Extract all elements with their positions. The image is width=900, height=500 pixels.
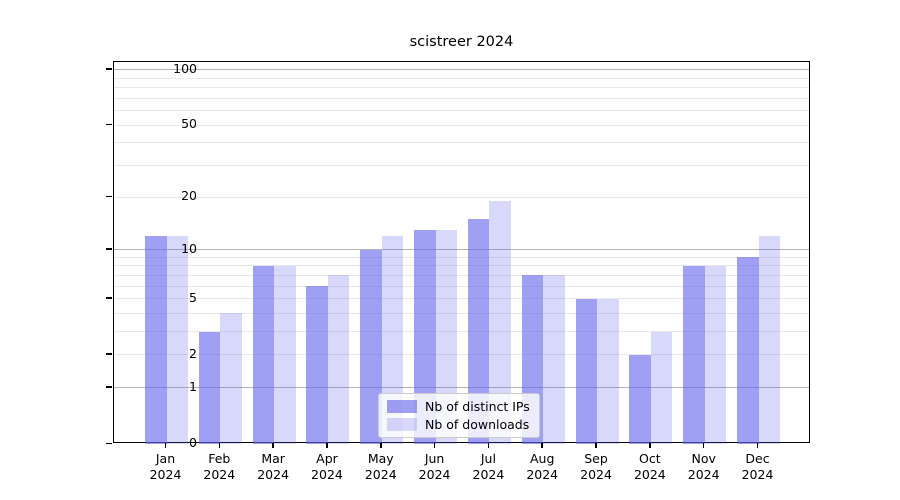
major-gridline-100 [114,69,809,71]
x-tick-label-feb: Feb 2024 [203,451,236,482]
y-tick-mark-0 [106,442,112,444]
minor-gridline-20 [114,196,809,198]
bar-apr-distinct-ips [306,286,328,444]
x-tick-mark-sep [595,443,597,448]
x-tick-label-may: May 2024 [364,451,397,482]
minor-gridline-30 [114,164,809,166]
x-tick-mark-dec [756,443,759,448]
x-tick-label-sep: Sep 2024 [580,451,612,482]
bar-mar-distinct-ips [252,265,275,444]
x-tick-label-apr: Apr 2024 [311,451,343,482]
y-tick-mark-1 [106,386,112,388]
minor-gridline-2 [114,354,809,356]
y-tick-label-10: 10 [181,240,197,256]
chart-title: scistreer 2024 [409,34,514,50]
x-tick-mark-jan [164,443,167,448]
minor-gridline-50 [114,124,809,126]
bar-feb-distinct-ips [198,331,221,444]
minor-gridline-5 [114,298,809,300]
minor-gridline-6 [114,285,809,287]
x-tick-label-jan: Jan 2024 [149,451,182,482]
x-tick-label-oct: Oct 2024 [633,451,666,482]
bar-sep-distinct-ips [575,298,598,444]
x-tick-mark-nov [702,443,705,448]
minor-gridline-60 [114,110,809,112]
y-tick-label-0: 0 [189,435,197,450]
bar-nov-distinct-ips [683,265,705,444]
x-tick-label-nov: Nov 2024 [687,451,720,482]
bar-may-downloads [381,235,404,444]
x-tick-mark-may [380,443,382,448]
major-gridline-10 [114,249,809,250]
x-tick-mark-oct [649,443,651,448]
y-tick-mark-2 [106,353,112,355]
legend-label-downloads: Nb of downloads [425,417,530,432]
y-tick-mark-10 [106,248,112,250]
bar-jan-downloads [166,235,188,444]
major-gridline-1 [114,387,809,389]
minor-gridline-9 [114,256,809,258]
bar-may-distinct-ips [360,249,382,444]
x-tick-mark-apr [326,443,328,448]
bar-jun-downloads [435,229,458,444]
y-tick-mark-100 [106,68,112,70]
x-tick-label-dec: Dec 2024 [741,451,774,482]
bar-jul-distinct-ips [467,219,490,444]
bar-jun-distinct-ips [414,229,436,444]
x-tick-mark-jul [487,443,490,448]
bar-jan-distinct-ips [145,235,167,444]
legend-swatch-distinct-ips [387,400,417,413]
minor-gridline-7 [114,274,809,276]
y-tick-label-2: 2 [189,345,197,361]
plot-area [113,61,810,444]
legend-item-distinct-ips: Nb of distinct IPs [387,399,530,414]
minor-gridline-90 [114,77,809,79]
x-tick-mark-jun [433,443,436,448]
x-tick-label-mar: Mar 2024 [257,451,290,482]
bar-oct-downloads [650,331,673,444]
bar-dec-downloads [758,235,780,444]
x-tick-label-aug: Aug 2024 [526,451,559,482]
bar-mar-downloads [274,265,296,444]
minor-gridline-4 [114,312,809,314]
y-tick-mark-50 [106,123,112,126]
y-tick-label-100: 100 [173,60,197,76]
legend-item-downloads: Nb of downloads [387,417,530,432]
bar-aug-downloads [543,275,565,444]
minor-gridline-70 [114,97,809,99]
y-tick-label-20: 20 [181,188,197,204]
y-tick-label-50: 50 [181,116,197,132]
y-tick-label-1: 1 [189,378,197,394]
bar-feb-downloads [220,313,242,444]
minor-gridline-80 [114,87,809,89]
bar-apr-downloads [327,275,350,444]
bar-dec-distinct-ips [737,257,759,444]
y-tick-mark-5 [106,297,112,299]
x-tick-mark-feb [218,443,221,448]
legend-label-distinct-ips: Nb of distinct IPs [425,399,530,414]
x-tick-label-jul: Jul 2024 [472,451,505,482]
bar-jul-downloads [489,201,511,444]
minor-gridline-3 [114,331,809,333]
y-tick-label-5: 5 [189,289,197,305]
x-tick-label-jun: Jun 2024 [418,451,451,482]
bar-oct-distinct-ips [629,354,651,444]
bar-nov-downloads [704,265,727,444]
legend: Nb of distinct IPs Nb of downloads [378,393,540,438]
x-tick-mark-aug [541,443,543,448]
legend-swatch-downloads [387,418,417,431]
minor-gridline-40 [114,142,809,144]
bar-sep-downloads [597,298,619,444]
y-tick-mark-20 [106,195,112,198]
minor-gridline-8 [114,265,809,267]
x-tick-mark-mar [272,443,274,448]
